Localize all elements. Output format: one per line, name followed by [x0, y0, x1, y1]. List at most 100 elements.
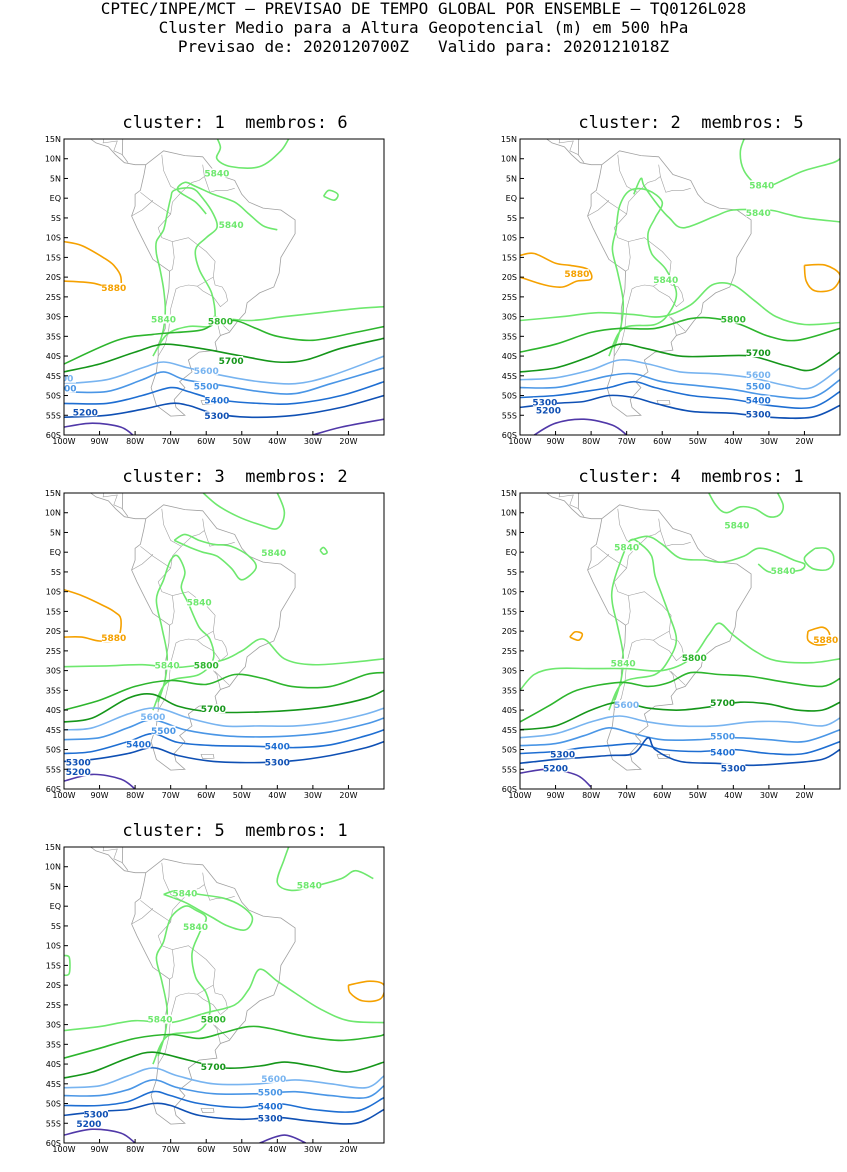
- lat-tick-label: 60S: [46, 785, 61, 794]
- contour-label: 5600: [140, 713, 165, 723]
- contour-label-bg: [73, 407, 98, 417]
- contour-label-bg: [746, 395, 771, 405]
- contour-label: 5300: [265, 758, 290, 768]
- country-border: [625, 237, 672, 288]
- coastline-central-america: [545, 139, 602, 166]
- contour-label: 5600: [261, 1075, 286, 1085]
- country-border: [131, 907, 154, 925]
- contour-5840: [322, 189, 339, 201]
- lat-tick-label: 25S: [46, 1001, 61, 1010]
- contour-label: 5500: [151, 727, 176, 737]
- contour-label-bg: [261, 1073, 286, 1083]
- lon-tick-label: 30W: [304, 437, 322, 446]
- contour-label: 5500: [194, 383, 219, 393]
- contour-label-bg: [611, 658, 636, 668]
- contour-label: 5400: [258, 1102, 283, 1112]
- contour-5840: [319, 546, 328, 556]
- contour-label: 5840: [746, 209, 771, 219]
- panel-title: cluster: 1 membros: 6: [122, 113, 348, 133]
- map-layers: 5840 5840 5840 5840 5800 5700 5600 5500 5400 5300…: [64, 834, 384, 1143]
- contour-label: 5840: [297, 881, 322, 891]
- lon-tick-label: 50W: [233, 1145, 251, 1154]
- caribbean-island: [180, 834, 186, 836]
- contour-label-bg: [614, 700, 639, 710]
- lat-tick-label: 15N: [501, 135, 517, 144]
- contour-label: 5600: [746, 371, 771, 381]
- lat-tick-label: 5N: [506, 174, 517, 183]
- contour-label: 5880: [564, 270, 589, 280]
- lat-tick-label: 40S: [46, 706, 61, 715]
- lon-tick-label: 60W: [653, 791, 671, 800]
- contour-label-bg: [614, 542, 639, 552]
- lat-tick-label: 35S: [46, 332, 61, 341]
- lat-tick-label: 50S: [46, 746, 61, 755]
- caribbean-island: [636, 480, 642, 482]
- contour-5880: [520, 252, 593, 289]
- lat-tick-label: 25S: [502, 647, 517, 656]
- coastline-south-america: [587, 504, 752, 771]
- contour-label: 5700: [710, 699, 735, 709]
- contour-label-bg: [721, 763, 746, 773]
- contour-label-bg: [724, 520, 749, 530]
- country-border: [140, 546, 173, 596]
- lat-tick-label: 60S: [502, 785, 517, 794]
- contour-5500: [64, 717, 384, 741]
- lon-tick-label: 20W: [339, 437, 357, 446]
- contour-label-bg: [194, 381, 219, 391]
- lon-tick-label: 20W: [339, 1145, 357, 1154]
- lat-tick-label: 55S: [46, 411, 61, 420]
- lat-tick-label: 10S: [46, 942, 61, 951]
- country-border: [140, 900, 173, 950]
- contour-label-bg: [201, 1062, 226, 1072]
- country-border: [181, 518, 205, 547]
- contour-label: 5700: [219, 357, 244, 367]
- contour-label-bg: [187, 597, 212, 607]
- falkland-islands: [656, 399, 671, 405]
- contour-5200: [259, 1134, 307, 1143]
- lon-tick-label: 80W: [582, 437, 600, 446]
- caribbean-island: [155, 120, 176, 127]
- lon-tick-label: 40W: [268, 437, 286, 446]
- lon-tick-label: 90W: [547, 437, 565, 446]
- country-border: [613, 286, 636, 357]
- lat-tick-label: 20S: [502, 627, 517, 636]
- contour-label-bg: [204, 395, 229, 405]
- country-border: [102, 847, 123, 864]
- lon-tick-label: 50W: [689, 791, 707, 800]
- cluster-panel-1: cluster: 1 membros: 6 5840 5840 5880 5840 58…: [40, 114, 430, 464]
- contour-5800: [520, 316, 840, 353]
- lat-tick-label: 45S: [502, 726, 517, 735]
- contour-5880: [64, 588, 122, 643]
- lat-tick-label: 50S: [46, 1100, 61, 1109]
- contour-5400: [520, 380, 840, 410]
- contour-5600: [520, 715, 840, 739]
- contour-label: 5500: [746, 383, 771, 393]
- caribbean-island: [180, 126, 186, 128]
- contour-5840: [64, 954, 71, 977]
- coastline-central-america: [545, 493, 602, 520]
- map-frame: [63, 138, 385, 436]
- contour-5400: [64, 1090, 384, 1113]
- header-line-dates: Previsao de: 2020120700Z Valido para: 20…: [177, 37, 670, 56]
- lat-tick-label: 15S: [46, 253, 61, 262]
- country-border: [157, 640, 180, 711]
- contour-label-bg: [64, 373, 76, 383]
- country-border: [131, 553, 154, 571]
- lat-tick-label: EQ: [50, 548, 61, 557]
- caribbean-island: [636, 126, 642, 128]
- lon-tick-label: 70W: [162, 437, 180, 446]
- lon-tick-label: 80W: [582, 791, 600, 800]
- contour-5840: [163, 889, 254, 931]
- lat-tick-label: 55S: [502, 765, 517, 774]
- contour-label-bg: [813, 635, 838, 644]
- contour-label-bg: [194, 660, 219, 670]
- contour-label: 5840: [147, 1016, 172, 1026]
- contour-5500: [520, 372, 840, 400]
- contour-label: 5300: [83, 1110, 108, 1120]
- contour-label-bg: [258, 1113, 283, 1123]
- cluster-panel-5: cluster: 5 membros: 1 5840 5840 5840 5840 58…: [40, 822, 430, 1172]
- lat-tick-label: 15S: [502, 607, 517, 616]
- caribbean-island: [119, 107, 153, 119]
- country-border: [197, 985, 228, 1016]
